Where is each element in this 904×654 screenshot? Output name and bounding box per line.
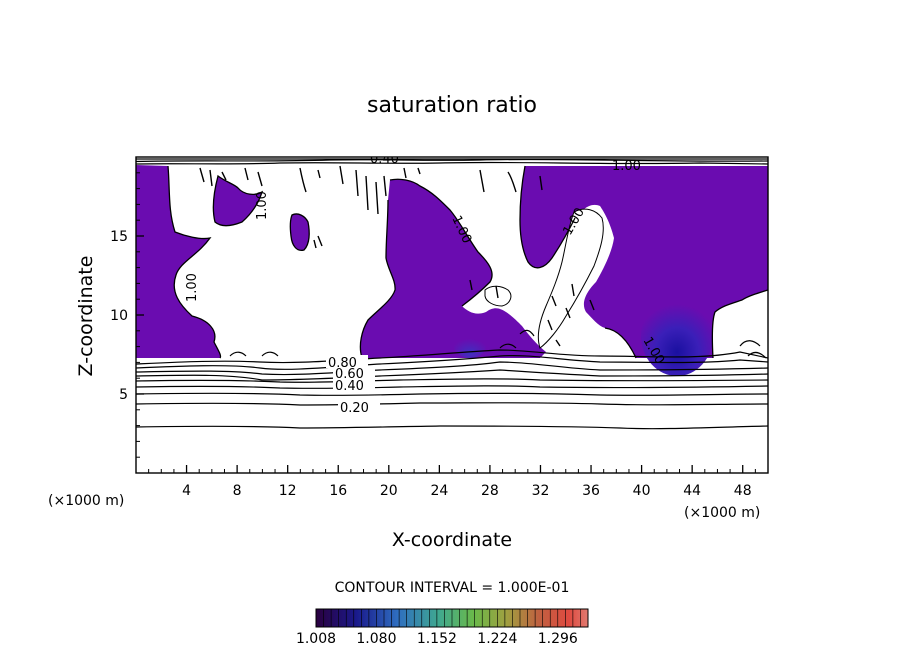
y-tick-label: 10 [110,308,128,324]
x-tick-label: 4 [182,483,191,499]
contour-label-1-00-left: 1.00 [185,273,200,302]
y-tick-label: 15 [110,229,128,245]
y-tick-label: 5 [119,387,128,403]
chart-title: saturation ratio [367,93,537,118]
contour-label-bg [338,400,380,414]
x-axis-ticks: 4 8 12 16 20 24 28 32 36 40 44 48 [148,465,756,499]
supersaturated-regions [136,165,768,376]
top-contours [136,158,768,165]
y-axis-ticks: 5 10 15 [110,172,144,458]
contour-label-top: 0.40 [370,152,399,167]
colorbar-tick-label: 1.224 [477,631,517,647]
x-tick-label: 24 [430,483,448,499]
x-unit-left: (×1000 m) [48,493,124,509]
contour-label-0-20: 0.20 [340,401,369,416]
contour-label-0-40: 0.40 [335,379,364,394]
contour-label-0-60: 0.60 [335,367,364,382]
core-x26 [454,334,486,358]
plot-area: 0.20 0.40 0.60 0.80 0.40 1.00 1.00 1.00 … [136,152,768,430]
contour-label-bg [333,378,375,392]
x-tick-label: 28 [481,483,499,499]
patch-x34 [537,208,604,349]
colorbar-tick-label: 1.152 [417,631,457,647]
x-tick-label: 16 [329,483,347,499]
contour-label-1-00-top: 1.00 [612,159,641,174]
region-right [520,166,768,358]
contour-label-bg [333,367,375,379]
region-center [360,179,546,358]
core-x42 [641,296,713,376]
x-tick-label: 36 [582,483,600,499]
x-tick-label: 20 [380,483,398,499]
region-left [136,165,221,358]
x-tick-label: 48 [734,483,752,499]
region-small-blob [290,213,310,251]
colorbar-tick-label: 1.080 [356,631,396,647]
colorbar-tick-label: 1.008 [296,631,336,647]
y-axis-label: Z-coordinate [75,256,97,377]
upper-layer-squiggles [199,165,595,347]
contour-label-bg [326,355,368,368]
x-tick-label: 40 [633,483,651,499]
lower-contour-stack [136,329,768,430]
x-unit-right: (×1000 m) [684,505,760,521]
contour-label-0-80: 0.80 [328,356,357,371]
x-axis-label: X-coordinate [392,529,512,551]
saturation-boundary-contours [167,165,768,359]
contour-interval: CONTOUR INTERVAL = 1.000E-01 [335,580,570,596]
colorbar-tick-label: 1.296 [538,631,578,647]
colorbar-ticks: 1.008 1.080 1.152 1.224 1.296 [296,609,581,647]
x-tick-label: 32 [532,483,550,499]
x-tick-label: 8 [233,483,242,499]
x-tick-label: 44 [683,483,701,499]
x-tick-label: 12 [279,483,297,499]
contour-label-1-00-upper: 1.00 [255,191,270,220]
